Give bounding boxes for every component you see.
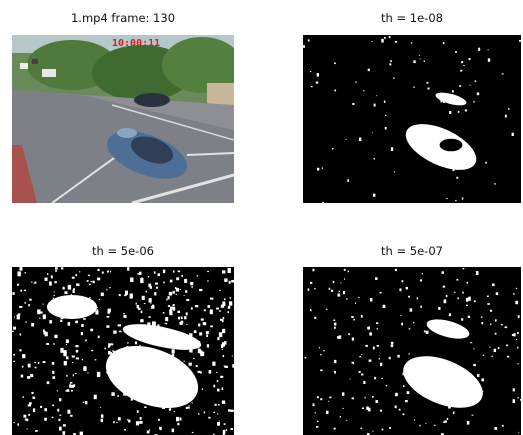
mask-background	[303, 267, 521, 435]
panel-title: th = 5e-06	[92, 244, 154, 258]
panel-title: th = 1e-08	[381, 11, 443, 25]
motion-blob	[47, 295, 97, 319]
mask-5e-07	[303, 267, 521, 435]
motion-blob-hole	[439, 138, 463, 152]
video-frame-image: 10:00:11	[12, 35, 234, 203]
motion-blob	[403, 356, 483, 408]
timestamp-overlay: 10:00:11	[112, 38, 161, 49]
binary-mask-image	[303, 267, 521, 435]
motion-blob	[122, 324, 202, 350]
mask-1e-08	[303, 35, 521, 203]
traffic-scene-illustration	[12, 35, 234, 203]
panel-title: 1.mp4 frame: 130	[70, 11, 176, 25]
mask-noise	[303, 36, 521, 203]
binary-mask-image	[303, 35, 521, 203]
motion-blob	[435, 92, 467, 106]
panel-title: th = 5e-07	[381, 244, 443, 258]
motion-blob	[105, 345, 199, 409]
mask-background	[303, 35, 521, 203]
motion-blob	[426, 319, 470, 339]
binary-mask-image	[12, 267, 234, 435]
mask-5e-06	[12, 267, 234, 435]
